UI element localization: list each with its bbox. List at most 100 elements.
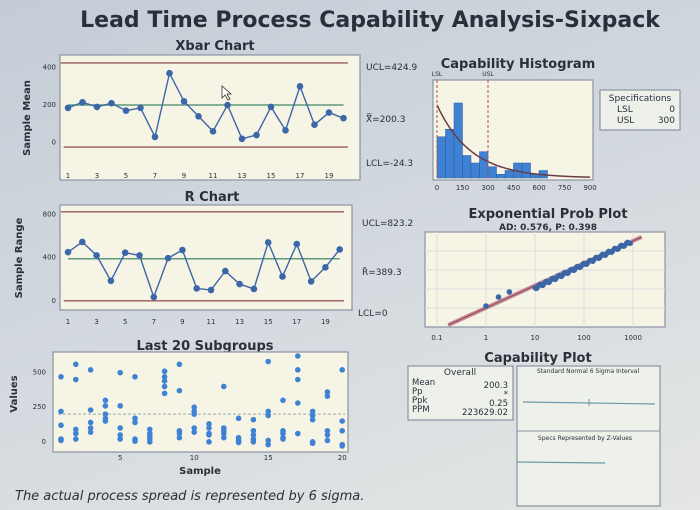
data-point — [336, 246, 344, 253]
x-tick-label: 10 — [531, 334, 540, 342]
x-tick-label: 19 — [321, 318, 330, 326]
x-tick-label: 600 — [532, 184, 545, 192]
x-tick-label: 15 — [267, 172, 276, 180]
subgroups-plot-area — [52, 351, 349, 453]
data-point — [117, 436, 123, 442]
data-point — [87, 425, 94, 431]
data-point — [221, 430, 227, 437]
x-tick-label: 5 — [118, 454, 122, 462]
x-tick-label: 20 — [338, 454, 347, 462]
x-tick-label: 1000 — [624, 334, 642, 342]
data-point — [265, 408, 272, 415]
x-tick-label: 15 — [264, 318, 273, 326]
x-tick-label: 750 — [558, 184, 571, 192]
data-point — [293, 240, 301, 248]
usl-label: USL — [482, 71, 494, 78]
r-center-label: R̄=389.3 — [362, 266, 402, 278]
x-tick-label: 3 — [94, 318, 98, 326]
data-point — [279, 273, 286, 280]
data-point — [221, 383, 227, 390]
data-point — [132, 438, 138, 444]
fit-curve — [436, 104, 591, 178]
data-point — [280, 436, 286, 442]
y-tick-label: 0 — [52, 139, 56, 147]
data-point — [324, 427, 331, 434]
data-point — [132, 419, 138, 426]
histogram-bar — [462, 155, 472, 179]
data-point — [235, 415, 242, 422]
y-tick-label: 400 — [43, 64, 56, 72]
lsl-label: LSL — [432, 71, 443, 78]
x-tick-label: 17 — [296, 172, 305, 180]
x-tick-label: 7 — [153, 172, 157, 180]
data-point — [324, 393, 331, 399]
y-tick-label: 0 — [52, 297, 56, 305]
data-point — [495, 294, 502, 300]
x-tick-label: 5 — [123, 318, 127, 326]
data-point — [207, 286, 215, 294]
data-point — [267, 103, 275, 111]
probplot-title: Exponential Prob Plot — [468, 207, 627, 222]
subgroups-xlabel: Sample — [179, 466, 221, 477]
capability-interval-panel: Standard Normal 6 Sigma Interval Specs R… — [516, 365, 661, 507]
data-point — [117, 403, 123, 409]
data-point — [628, 241, 633, 246]
data-point — [64, 248, 72, 256]
data-point — [250, 285, 258, 293]
spec-usl-value: 300 — [658, 116, 675, 126]
specs-z-line — [516, 461, 606, 464]
histogram-bar — [496, 174, 506, 179]
data-point — [224, 101, 231, 109]
stat-label: Pp — [412, 387, 423, 397]
data-point — [73, 426, 79, 433]
data-point — [191, 404, 197, 411]
histogram-bar — [436, 136, 446, 179]
histogram-bar — [470, 162, 480, 179]
x-tick-label: 0 — [435, 184, 439, 192]
data-point — [339, 427, 346, 434]
data-point — [309, 416, 316, 423]
data-point — [206, 425, 212, 431]
data-point — [176, 434, 183, 441]
data-point — [191, 429, 197, 435]
data-point — [195, 112, 202, 120]
data-point — [58, 373, 64, 380]
subgroups-title: Last 20 Subgroups — [136, 339, 273, 354]
data-point — [253, 131, 260, 139]
r-plot-area — [59, 204, 353, 311]
data-point — [309, 408, 316, 415]
data-point — [206, 421, 212, 427]
data-point — [58, 408, 64, 415]
x-tick-label: 450 — [507, 184, 520, 192]
histogram-bar — [479, 151, 489, 179]
data-point — [238, 135, 246, 143]
data-point — [164, 254, 172, 262]
data-point — [280, 430, 286, 437]
data-point — [295, 367, 301, 373]
data-point — [206, 439, 212, 445]
data-point — [132, 415, 138, 422]
x-tick-label: 300 — [481, 184, 494, 192]
xbar-center-label: X̿=200.3 — [366, 113, 405, 125]
data-point — [295, 430, 301, 437]
exponential-prob-plot: 0.1 1 10 100 1000 — [425, 232, 665, 342]
x-tick-label: 3 — [95, 172, 99, 180]
spec-lsl-label: LSL — [617, 105, 633, 115]
histogram-title: Capability Histogram — [441, 57, 596, 72]
xbar-ucl-label: UCL=424.9 — [366, 63, 417, 73]
histogram-bar — [453, 102, 463, 179]
y-tick-label: 250 — [33, 403, 46, 411]
data-point — [161, 373, 168, 380]
capability-histogram: LSL USL 0 150 300 450 600 750 900 — [432, 71, 597, 192]
x-tick-label: 900 — [583, 184, 596, 192]
data-point — [265, 412, 272, 419]
data-point — [264, 239, 272, 246]
data-point — [250, 416, 257, 423]
data-point — [250, 432, 257, 438]
specifications-box: Specifications LSL 0 USL 300 — [599, 89, 681, 131]
data-point — [193, 285, 200, 292]
data-point — [108, 99, 115, 107]
data-point — [58, 437, 64, 444]
